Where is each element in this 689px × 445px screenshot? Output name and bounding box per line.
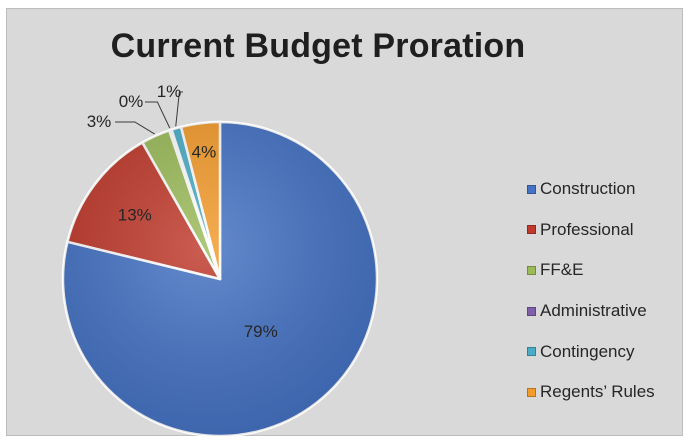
data-label-ff-e: 3% xyxy=(87,112,112,131)
legend-item: FF&E xyxy=(527,250,687,291)
legend-item: Contingency xyxy=(527,331,687,372)
legend-label: Construction xyxy=(540,179,636,199)
data-label-construction: 79% xyxy=(244,322,278,341)
data-label-professional: 13% xyxy=(118,206,152,225)
legend-label: Contingency xyxy=(540,341,635,361)
data-label-regents-rules: 4% xyxy=(192,142,217,161)
leader-line-ff-e xyxy=(115,121,155,135)
leader-line-administrative xyxy=(145,101,171,129)
legend-label: Professional xyxy=(540,219,634,239)
legend-label: Regents’ Rules xyxy=(540,382,655,402)
data-label-contingency: 1% xyxy=(157,82,182,101)
legend-swatch xyxy=(527,347,536,357)
legend-item: Regents’ Rules xyxy=(527,372,687,413)
legend-swatch xyxy=(527,265,536,275)
legend-label: FF&E xyxy=(540,260,584,280)
legend-swatch xyxy=(527,306,536,316)
legend-swatch xyxy=(527,387,536,397)
legend-item: Administrative xyxy=(527,291,687,332)
chart-title: Current Budget Proration xyxy=(110,27,526,65)
legend-swatch xyxy=(527,184,536,194)
legend-swatch xyxy=(527,225,536,235)
data-label-administrative: 0% xyxy=(119,92,144,111)
leader-line-contingency xyxy=(175,91,183,127)
legend-item: Construction xyxy=(527,169,687,210)
legend-item: Professional xyxy=(527,210,687,251)
legend-label: Administrative xyxy=(540,301,647,321)
legend: Construction Professional FF&E Administrati… xyxy=(527,169,687,413)
chart-frame: Current Budget Proration 79% 13% 3% 0% 1% 4% … xyxy=(6,8,683,437)
